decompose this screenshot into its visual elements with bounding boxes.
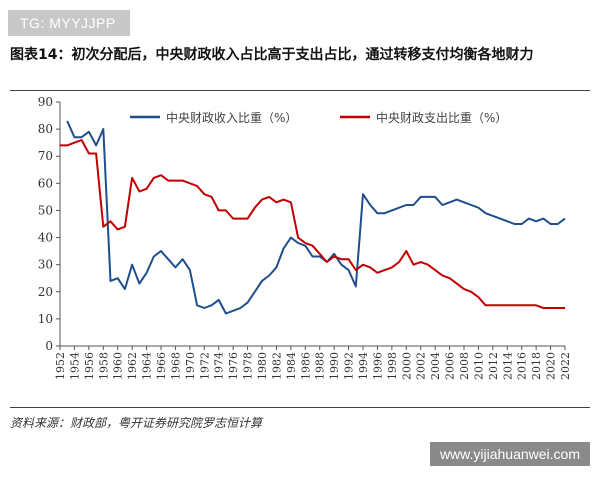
x-tick-label: 1954 [68,352,81,380]
x-tick-label: 2016 [516,352,529,380]
y-tick-label: 0 [45,339,53,353]
x-tick-label: 2006 [444,352,457,380]
x-tick-label: 1952 [54,352,67,380]
x-tick-label: 1970 [184,352,197,380]
x-tick-label: 1988 [314,352,327,380]
x-tick-label: 2018 [530,352,543,380]
x-tick-label: 1984 [285,352,298,380]
x-tick-label: 2008 [458,352,471,380]
title-divider [10,90,590,91]
x-tick-label: 2002 [415,352,428,380]
y-tick-label: 50 [38,203,53,217]
y-tick-label: 30 [38,258,53,272]
x-tick-label: 2012 [487,352,500,380]
x-tick-label: 1986 [299,352,312,380]
y-tick-label: 60 [38,176,53,190]
x-tick-label: 2000 [400,352,413,380]
x-tick-label: 1996 [371,352,384,380]
x-tick-label: 1968 [169,352,182,380]
x-tick-label: 1992 [343,352,356,380]
x-tick-label: 1978 [242,352,255,380]
source-note: 资料来源：财政部，粤开证券研究院罗志恒计算 [10,416,263,430]
y-tick-label: 40 [38,231,53,245]
y-tick-label: 20 [38,285,53,299]
x-tick-label: 2014 [501,352,514,380]
x-tick-label: 1958 [97,352,110,380]
x-tick-label: 1974 [213,352,226,380]
x-tick-label: 2022 [559,352,572,380]
central-revenue-line [66,120,566,315]
watermark: www.yijiahuanwei.com [429,442,590,466]
x-tick-label: 2004 [429,352,442,380]
x-tick-label: 1994 [357,352,370,380]
x-tick-label: 1980 [256,352,269,380]
y-tick-label: 10 [38,312,53,326]
x-tick-label: 1956 [83,352,96,380]
legend-label-revenue: 中央财政收入比重（%） [166,110,297,125]
x-tick-label: 1990 [328,352,341,380]
y-tick-label: 90 [38,95,53,109]
x-tick-label: 1966 [155,352,168,380]
x-tick-label: 1964 [141,352,154,380]
x-tick-label: 1972 [198,352,211,380]
x-tick-label: 1998 [386,352,399,380]
x-tick-label: 2020 [545,352,558,380]
top-tag: TG: MYYJJPP [8,10,130,36]
chart-title: 图表14：初次分配后，中央财政收入占比高于支出占比，通过转移支付均衡各地财力 [10,47,534,63]
x-tick-label: 1982 [270,352,283,380]
x-tick-label: 2010 [472,352,485,380]
source-divider [10,407,590,408]
x-tick-label: 1962 [126,352,139,380]
y-tick-label: 80 [38,122,53,136]
legend-label-expenditure: 中央财政支出比重（%） [376,110,507,125]
x-tick-label: 1960 [112,352,125,380]
y-tick-label: 70 [38,149,53,163]
central-expenditure-line [60,139,565,309]
x-tick-label: 1976 [227,352,240,380]
